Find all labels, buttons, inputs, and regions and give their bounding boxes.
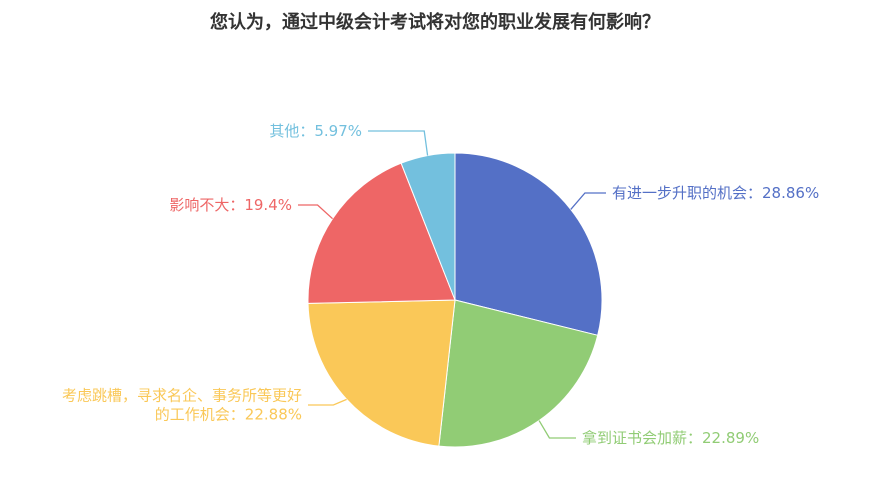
pie-labels: 有进一步升职的机会：28.86% 拿到证书会加薪：22.89% 考虑跳槽，寻求名企、… (62, 122, 819, 447)
leader-line-1 (570, 192, 606, 210)
pie-slices (307, 152, 603, 448)
slice-label-1: 有进一步升职的机会：28.86% (612, 184, 819, 202)
slice-label-4: 影响不大：19.4% (169, 196, 292, 214)
slice-label-5: 其他：5.97% (269, 122, 362, 140)
slice-label-2: 拿到证书会加薪：22.89% (582, 429, 759, 447)
pie-slice-4 (307, 162, 456, 304)
leader-line-4 (298, 204, 333, 220)
leader-line-2 (538, 420, 576, 439)
pie-slice-2 (438, 299, 599, 448)
pie-slice-3 (307, 299, 456, 447)
chart-title: 您认为，通过中级会计考试将对您的职业发展有何影响？ (210, 12, 660, 33)
leader-line-5 (368, 130, 429, 156)
slice-label-3-line-1: 考虑跳槽，寻求名企、事务所等更好 (62, 387, 302, 405)
pie-slice-1 (454, 152, 603, 336)
leader-line-3 (308, 398, 347, 406)
slice-label-3-line-2: 的工作机会：22.88% (155, 406, 302, 424)
